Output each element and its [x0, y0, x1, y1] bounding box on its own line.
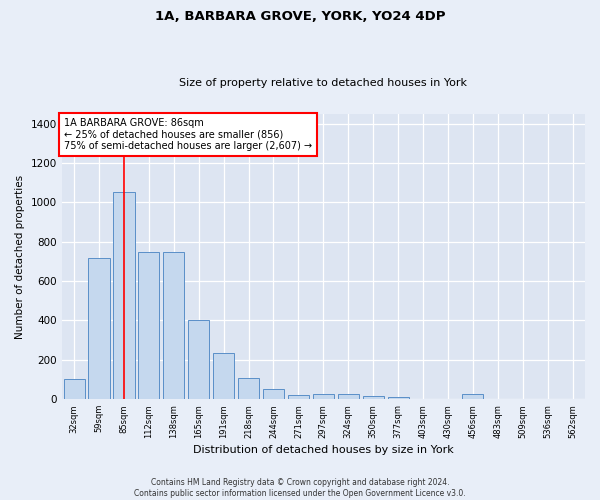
Bar — [388, 397, 409, 399]
Bar — [238, 378, 259, 399]
Bar — [263, 390, 284, 399]
Bar — [213, 353, 234, 399]
Y-axis label: Number of detached properties: Number of detached properties — [15, 174, 25, 338]
Bar — [163, 252, 184, 399]
X-axis label: Distribution of detached houses by size in York: Distribution of detached houses by size … — [193, 445, 454, 455]
Text: 1A BARBARA GROVE: 86sqm
← 25% of detached houses are smaller (856)
75% of semi-d: 1A BARBARA GROVE: 86sqm ← 25% of detache… — [64, 118, 313, 152]
Bar — [462, 394, 484, 399]
Bar — [288, 395, 309, 399]
Text: Contains HM Land Registry data © Crown copyright and database right 2024.
Contai: Contains HM Land Registry data © Crown c… — [134, 478, 466, 498]
Bar — [362, 396, 384, 399]
Bar — [64, 378, 85, 399]
Bar — [188, 320, 209, 399]
Bar — [138, 252, 160, 399]
Bar — [313, 394, 334, 399]
Bar — [338, 394, 359, 399]
Title: Size of property relative to detached houses in York: Size of property relative to detached ho… — [179, 78, 467, 88]
Bar — [88, 258, 110, 399]
Bar — [113, 192, 134, 399]
Text: 1A, BARBARA GROVE, YORK, YO24 4DP: 1A, BARBARA GROVE, YORK, YO24 4DP — [155, 10, 445, 23]
